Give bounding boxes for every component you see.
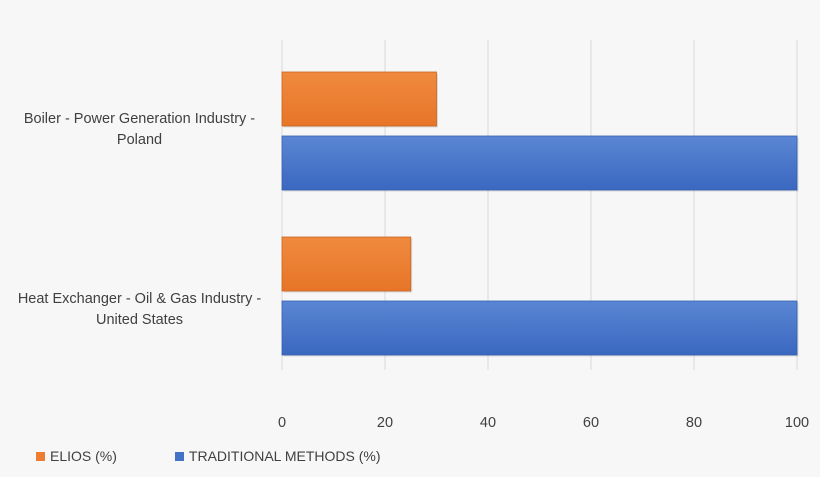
legend-swatch-elios — [36, 451, 45, 461]
bar-elios-1 — [281, 236, 412, 292]
x-tick-label: 40 — [480, 415, 496, 431]
legend-item-elios: ELIOS (%) — [36, 448, 117, 464]
bars — [281, 71, 799, 357]
bar-elios-0 — [281, 71, 437, 127]
x-tick-label: 100 — [785, 415, 809, 431]
legend-swatch-traditional — [174, 451, 184, 461]
x-tick-label: 0 — [278, 415, 286, 431]
x-tick-label: 60 — [583, 415, 599, 431]
bar-traditional-0 — [281, 135, 798, 191]
bar-traditional-1 — [281, 300, 798, 356]
legend-item-traditional: TRADITIONAL METHODS (%) — [174, 448, 381, 464]
category-label-heat-exchanger: Heat Exchanger - Oil & Gas Industry - Un… — [17, 291, 262, 328]
x-axis-ticks: 0 20 40 60 80 100 — [278, 415, 809, 431]
legend-label-traditional: TRADITIONAL METHODS (%) — [188, 448, 381, 464]
legend: ELIOS (%) TRADITIONAL METHODS (%) — [36, 448, 439, 464]
x-tick-label: 80 — [686, 415, 702, 431]
x-tick-label: 20 — [377, 415, 393, 431]
legend-label-elios: ELIOS (%) — [50, 448, 117, 464]
category-label-boiler: Boiler - Power Generation Industry - Pol… — [23, 111, 256, 148]
